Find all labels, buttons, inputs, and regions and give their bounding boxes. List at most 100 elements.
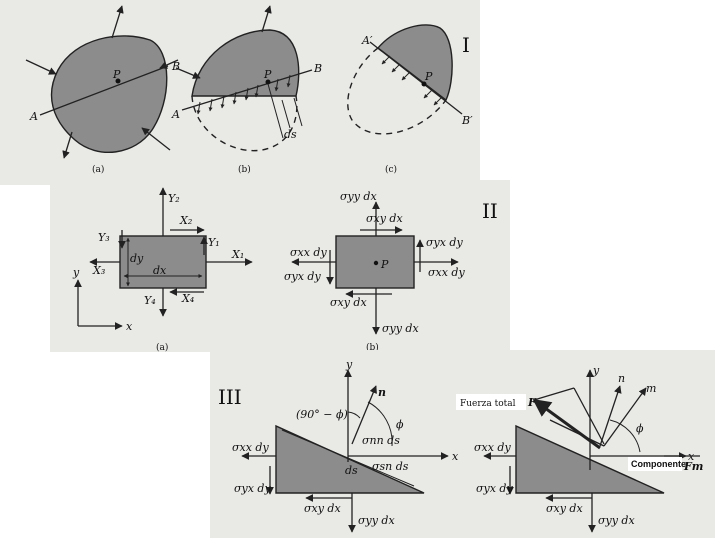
label-ds: ds — [345, 464, 358, 477]
removed-part-outline — [191, 95, 298, 152]
axis-x-label: x — [126, 320, 133, 333]
label-syy: σyy dx — [358, 514, 395, 527]
label-dx: dx — [153, 264, 167, 277]
fuerza-total-box — [456, 394, 526, 410]
point-p — [265, 79, 271, 85]
label-y1: Y₁ — [208, 236, 220, 249]
body-shape — [50, 35, 168, 154]
phi-arc — [609, 419, 641, 453]
label-y3: Y₃ — [98, 231, 110, 244]
fig-3-left: ds y x n (90° − ϕ) ϕ σnn ds σsn ds σxx d… — [232, 358, 459, 533]
label-y2: Y₂ — [168, 192, 180, 205]
point-p — [373, 260, 379, 266]
label-x1: X₁ — [231, 248, 244, 261]
panel-3-numeral: III — [218, 385, 242, 409]
label-sxy: σxy dx — [546, 502, 583, 515]
fig-2a-element: dy dx Y₂ X₂ Y₃ Y₁ X₁ X₃ Y₄ X₄ y x (a) — [72, 187, 253, 353]
caption-2a: (a) — [156, 342, 168, 353]
label-n: n — [378, 386, 386, 399]
force-component — [533, 387, 575, 401]
label-n: n — [618, 372, 625, 385]
label-ssn: σsn ds — [372, 460, 409, 473]
fig-1b: P A B ds (b) — [171, 5, 322, 175]
label-a: A — [29, 110, 38, 123]
label-syx: σyx dy — [476, 482, 513, 495]
syy-bottom: σyy dx — [382, 322, 419, 335]
panel-1-numeral: I — [462, 33, 470, 57]
total-force-arrow — [532, 398, 601, 450]
fig-1a: P A B (a) — [25, 5, 180, 175]
force-component — [573, 387, 605, 445]
panel-2-numeral: II — [482, 199, 498, 223]
label-sxx: σxx dy — [232, 441, 269, 454]
componente-box — [628, 457, 682, 471]
ds-dimension — [293, 97, 303, 127]
label-b-prime: B′ — [461, 114, 473, 127]
sxy-top: σxy dx — [366, 212, 403, 225]
label-phi: ϕ — [636, 422, 644, 435]
panel-3: III ds y x n (90° − ϕ) ϕ σnn ds σsn ds σ… — [210, 350, 715, 538]
label-F: F — [527, 396, 537, 409]
label-b: B — [171, 60, 180, 73]
axis-y-label: y — [345, 358, 353, 371]
label-p: P — [380, 258, 389, 271]
label-a-prime: A′ — [361, 34, 373, 47]
force-arrow — [261, 5, 272, 33]
label-syy: σyy dx — [598, 514, 635, 527]
fig-3-right: y x n m F Fuerza total ϕ Componente Fm σ… — [456, 364, 703, 533]
caption-2b: (b) — [366, 342, 379, 353]
phi-arc — [367, 401, 393, 447]
cut-line — [181, 69, 313, 111]
label-p: P — [112, 68, 121, 81]
axis-y-label: y — [72, 266, 80, 279]
angle-arc — [347, 411, 361, 419]
label-Fm: Fm — [683, 460, 703, 473]
sxy-bottom: σxy dx — [330, 296, 367, 309]
label-snn: σnn ds — [362, 434, 400, 447]
label-phi: ϕ — [396, 418, 404, 431]
syx-left: σyx dy — [284, 270, 321, 283]
caption-a: (a) — [92, 164, 104, 175]
body-shape-cut — [191, 29, 300, 97]
removed-part-outline — [347, 47, 447, 135]
label-fuerza-total: Fuerza total — [460, 399, 516, 409]
panel-2: II dy dx Y₂ X₂ Y₃ Y₁ X₁ X₃ Y₄ X₄ — [50, 180, 510, 353]
label-x2: X₂ — [179, 214, 192, 227]
axis-x-label: x — [452, 450, 459, 463]
normal-n-arrow — [599, 385, 622, 447]
label-componente: Componente — [631, 459, 686, 469]
ds-dimension — [281, 99, 291, 129]
label-x3: X₃ — [92, 264, 105, 277]
label-b: B — [313, 62, 322, 75]
force-arrow — [25, 59, 57, 75]
sxx-right: σxx dy — [428, 266, 465, 279]
axis-y-label: y — [592, 364, 600, 377]
label-y4: Y₄ — [144, 294, 156, 307]
body-shape-cut — [376, 24, 453, 102]
label-m: m — [646, 382, 656, 395]
caption-c: (c) — [385, 164, 397, 175]
stress-arrows — [381, 55, 443, 106]
force-arrow — [141, 127, 171, 151]
label-x4: X₄ — [181, 292, 194, 305]
label-syx: σyx dy — [234, 482, 271, 495]
label-p: P — [263, 68, 272, 81]
normal-line — [267, 83, 284, 139]
force-arrow — [159, 59, 179, 69]
fig-2b-element: P σyy dx σxy dx σxx dy σyx dy σyx dy σxx… — [284, 190, 465, 353]
syy-top: σyy dx — [340, 190, 377, 203]
label-ds: ds — [284, 128, 297, 141]
point-p — [115, 78, 121, 84]
fig-1c: P A′ B′ (c) — [347, 24, 473, 175]
syx-right: σyx dy — [426, 236, 463, 249]
stress-arrows — [196, 74, 291, 115]
force-component — [549, 419, 605, 447]
force-arrow — [111, 5, 124, 39]
point-p — [421, 81, 427, 87]
panel-1: I P A B (a) — [0, 0, 480, 185]
cut-line — [39, 65, 169, 116]
label-sxx: σxx dy — [474, 441, 511, 454]
force-arrow — [175, 67, 201, 79]
angle-label: (90° − ϕ) — [296, 408, 348, 421]
